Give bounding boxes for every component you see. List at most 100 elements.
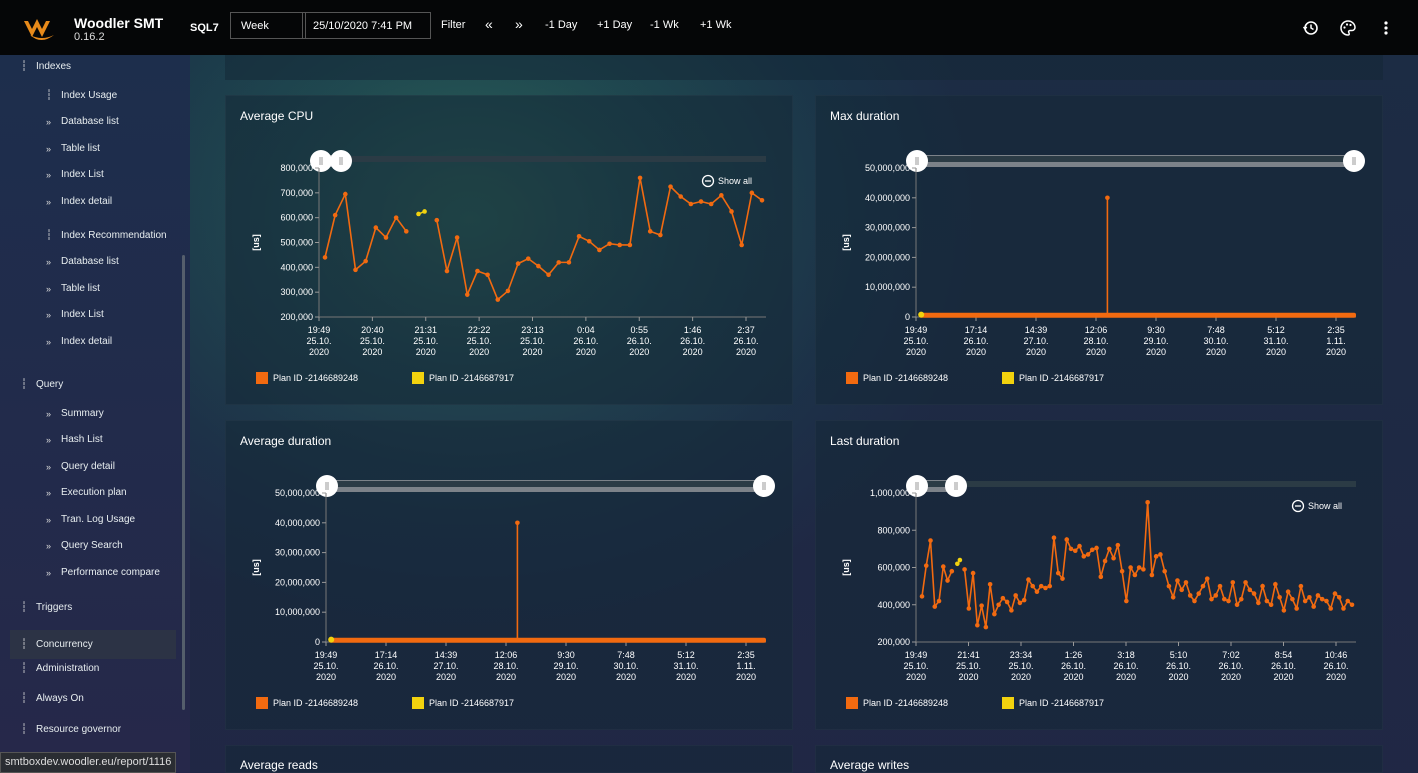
x-tick-label: 17:14 — [965, 325, 988, 335]
legend-swatch-plan-2146689248 — [256, 697, 268, 709]
sidebar-item-table-list[interactable]: » Table list — [46, 283, 100, 294]
x-tick-label: 2020 — [1266, 347, 1286, 357]
sidebar-item-index-detail[interactable]: » Index detail — [46, 336, 112, 347]
sidebar-item-summary[interactable]: » Summary — [46, 408, 104, 419]
data-point-plan-2146689248 — [1162, 568, 1167, 574]
data-point-plan-2146689248 — [1153, 554, 1159, 559]
chart-icon: ┆ — [46, 90, 53, 101]
sidebar-item-hash-list[interactable]: » Hash List — [46, 434, 103, 445]
sidebar-item-index-recommendation[interactable]: ┆ Index Recommendation — [46, 230, 167, 241]
data-point-plan-2146689248 — [627, 242, 633, 248]
data-point-plan-2146689248 — [1145, 500, 1150, 505]
sidebar-item-performance-compare[interactable]: » Performance compare — [46, 567, 160, 578]
sidebar-item-label: Query detail — [61, 461, 115, 472]
data-point-plan-2146689248 — [1264, 598, 1270, 604]
sidebar-item-database-list[interactable]: » Database list — [46, 256, 119, 267]
data-point-plan-2146689248 — [1302, 598, 1308, 604]
sidebar-item-resource-governor[interactable]: ┆ Resource governor — [21, 724, 121, 735]
sidebar-item-index-list[interactable]: » Index List — [46, 169, 104, 180]
plus-day-button[interactable]: +1 Day — [597, 19, 633, 31]
sidebar-item-concurrency[interactable]: ┆ Concurrency — [10, 630, 176, 659]
show-all-button[interactable]: Show all — [1308, 501, 1342, 511]
y-tick-label: 800,000 — [280, 163, 313, 173]
x-tick-label: 2020 — [522, 347, 542, 357]
x-tick-label: 23:13 — [521, 325, 544, 335]
palette-icon[interactable] — [1339, 19, 1357, 37]
max-duration-chart[interactable]: 0 10,000,000 20,000,000 30,000,000 40,000,00… — [816, 96, 1384, 406]
x-tick-label: 29.10. — [1143, 336, 1168, 346]
legend-label-plan-2146689248[interactable]: Plan ID -2146689248 — [273, 698, 358, 708]
sidebar-item-tran-log-usage[interactable]: » Tran. Log Usage — [46, 514, 135, 525]
x-tick-label: 28.10. — [493, 661, 518, 671]
data-point-plan-2146689248 — [1204, 576, 1210, 581]
sidebar-item-always-on[interactable]: ┆ Always On — [21, 693, 84, 704]
data-point-plan-2146689248 — [719, 193, 724, 198]
sidebar-item-index-list[interactable]: » Index List — [46, 309, 104, 320]
sidebar-item-query-search[interactable]: » Query Search — [46, 540, 123, 551]
legend-label-plan-2146689248[interactable]: Plan ID -2146689248 — [863, 373, 948, 383]
navigator-strip — [916, 481, 1356, 487]
sidebar-item-label: Database list — [61, 256, 119, 267]
data-point-plan-2146689248 — [607, 241, 612, 247]
range-slider-left-handle — [906, 150, 928, 172]
sidebar-item-administration[interactable]: ┆ Administration — [21, 663, 99, 674]
chart-icon: ┆ — [21, 602, 28, 613]
average-duration-chart[interactable]: 0 10,000,000 20,000,000 30,000,000 40,000,00… — [226, 421, 794, 731]
data-point-plan-2146689248 — [1239, 596, 1244, 602]
average-cpu-chart[interactable]: 200,000 300,000 400,000 500,000 600,000 700,0… — [226, 96, 794, 406]
data-point-plan-2146689248 — [1251, 591, 1257, 596]
prev-button[interactable]: « — [485, 16, 493, 32]
legend-label-plan-2146689248[interactable]: Plan ID -2146689248 — [863, 698, 948, 708]
filter-button[interactable]: Filter — [441, 19, 466, 31]
more-vert-icon[interactable] — [1377, 19, 1395, 37]
minus-week-button[interactable]: -1 Wk — [650, 19, 679, 31]
sidebar-item-table-list[interactable]: » Table list — [46, 143, 100, 154]
sidebar-item-index-usage[interactable]: ┆ Index Usage — [46, 90, 117, 101]
last-duration-chart[interactable]: 200,000 400,000 600,000 800,000 1,000,000 [us… — [816, 421, 1384, 731]
y-tick-label: 10,000,000 — [865, 282, 910, 292]
data-point-plan-2146689248 — [996, 602, 1001, 608]
x-tick-label: 2020 — [966, 347, 986, 357]
history-icon[interactable] — [1302, 19, 1320, 37]
x-tick-label: 2020 — [316, 672, 336, 682]
next-button[interactable]: » — [515, 16, 523, 32]
data-point-plan-2146689248 — [1013, 593, 1018, 598]
sidebar-scrollbar[interactable] — [182, 255, 185, 710]
data-point-plan-2146689248 — [373, 225, 379, 230]
sidebar-item-label: Execution plan — [61, 487, 127, 498]
period-select[interactable]: Week — [230, 12, 306, 39]
data-point-plan-2146689248 — [979, 603, 984, 608]
x-tick-label: 2:35 — [737, 650, 755, 660]
x-tick-label: 26.10. — [373, 661, 398, 671]
legend-label-plan-2146687917[interactable]: Plan ID -2146687917 — [429, 373, 514, 383]
data-point-plan-2146689248 — [404, 229, 409, 234]
chevrons-icon: » — [46, 196, 52, 207]
x-tick-label: 21:31 — [414, 325, 437, 335]
server-name[interactable]: SQL7 — [190, 22, 219, 34]
sidebar-item-indexes[interactable]: ┆ Indexes — [21, 61, 71, 72]
data-point-plan-2146689248 — [637, 175, 643, 181]
x-tick-label: 2020 — [1326, 347, 1346, 357]
sidebar-item-query-detail[interactable]: » Query detail — [46, 461, 115, 472]
legend-label-plan-2146687917[interactable]: Plan ID -2146687917 — [1019, 698, 1104, 708]
app-name: Woodler SMT — [74, 15, 164, 31]
data-point-plan-2146689248 — [1004, 599, 1010, 605]
legend-label-plan-2146689248[interactable]: Plan ID -2146689248 — [273, 373, 358, 383]
datetime-input[interactable]: 25/10/2020 7:41 PM — [302, 12, 431, 39]
data-point-plan-2146689248 — [1068, 546, 1074, 552]
data-point-plan-2146689248 — [992, 611, 997, 617]
minus-day-button[interactable]: -1 Day — [545, 19, 578, 31]
legend-swatch-plan-2146689248 — [846, 697, 858, 709]
x-tick-label: 2020 — [362, 347, 382, 357]
legend-label-plan-2146687917[interactable]: Plan ID -2146687917 — [429, 698, 514, 708]
data-point-plan-2146689248 — [1217, 583, 1223, 589]
data-point-plan-2146689248 — [688, 201, 694, 207]
legend-label-plan-2146687917[interactable]: Plan ID -2146687917 — [1019, 373, 1104, 383]
sidebar-item-index-detail[interactable]: » Index detail — [46, 196, 112, 207]
sidebar-item-execution-plan[interactable]: » Execution plan — [46, 487, 127, 498]
sidebar-item-triggers[interactable]: ┆ Triggers — [21, 602, 72, 613]
plus-week-button[interactable]: +1 Wk — [700, 19, 732, 31]
sidebar-item-query[interactable]: ┆ Query — [21, 379, 63, 390]
show-all-button[interactable]: Show all — [718, 176, 752, 186]
sidebar-item-database-list[interactable]: » Database list — [46, 116, 119, 127]
